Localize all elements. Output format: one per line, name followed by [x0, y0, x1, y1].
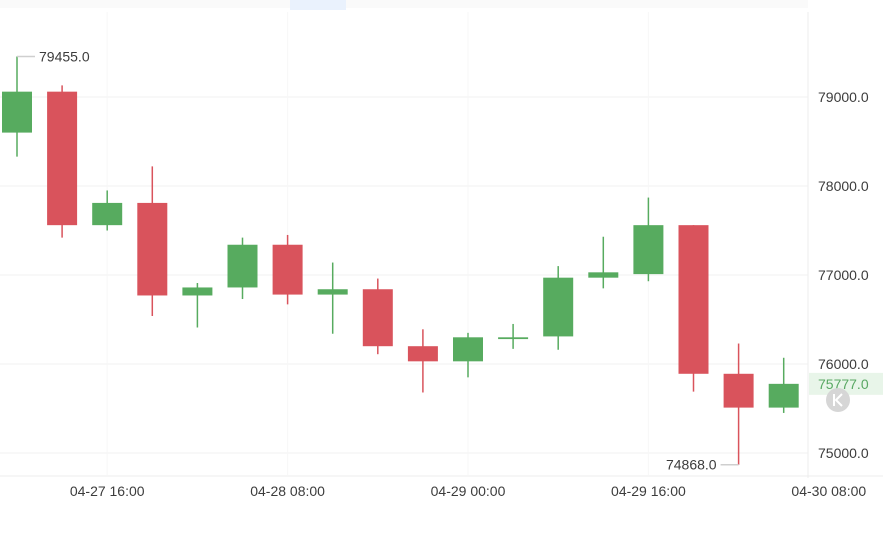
x-axis: 04-27 16:00 04-28 08:00 04-29 00:00 04-29 1…	[70, 483, 867, 499]
x-tick-label: 04-28 08:00	[250, 483, 325, 499]
candle[interactable]	[588, 236, 619, 289]
candle[interactable]	[633, 197, 664, 282]
candle-body	[137, 202, 168, 296]
candle-body	[543, 277, 574, 337]
candle[interactable]	[407, 329, 438, 393]
candle-body	[317, 289, 348, 295]
last-price-bg	[809, 372, 883, 395]
last-price-tag: 75777.0	[809, 372, 883, 395]
candle-body	[182, 287, 213, 296]
candles[interactable]	[2, 56, 799, 465]
candle-body	[588, 272, 619, 278]
high-marker-label: 79455.0	[39, 49, 90, 65]
candle-body	[633, 225, 664, 275]
chevron-double-left-icon	[833, 393, 843, 407]
candle[interactable]	[498, 323, 529, 349]
candle[interactable]	[317, 262, 348, 334]
candle-body	[272, 244, 303, 295]
candle-body	[453, 337, 483, 362]
candle-body	[498, 337, 529, 340]
candle[interactable]	[768, 357, 799, 413]
y-tick-label: 79000.0	[818, 89, 869, 105]
y-tick-label: 75000.0	[818, 445, 869, 461]
x-tick-label: 04-29 16:00	[611, 483, 686, 499]
last-price-label: 75777.0	[818, 376, 869, 392]
y-axis: 79000.0 78000.0 77000.0 76000.0 75000.0	[818, 89, 869, 461]
candle[interactable]	[227, 237, 258, 300]
candle[interactable]	[47, 85, 78, 238]
candle[interactable]	[92, 190, 123, 231]
selection-highlight	[290, 0, 346, 10]
extreme-markers: 79455.0 74868.0	[17, 49, 739, 473]
x-tick-label: 04-30 08:00	[791, 483, 866, 499]
grid-lines	[0, 12, 883, 478]
candle[interactable]	[723, 343, 754, 465]
candle[interactable]	[272, 234, 303, 305]
candle-body	[227, 244, 258, 288]
candle[interactable]	[453, 332, 483, 378]
candle[interactable]	[137, 166, 168, 316]
x-tick-label: 04-27 16:00	[70, 483, 145, 499]
low-marker-label: 74868.0	[666, 457, 717, 473]
candle[interactable]	[362, 278, 393, 355]
reset-view-button[interactable]	[826, 388, 850, 412]
x-tick-label: 04-29 00:00	[431, 483, 506, 499]
candle[interactable]	[182, 283, 213, 328]
candle-body	[362, 289, 393, 347]
y-tick-label: 76000.0	[818, 356, 869, 372]
y-tick-label: 77000.0	[818, 267, 869, 283]
y-tick-label: 78000.0	[818, 178, 869, 194]
candle-body	[92, 202, 123, 226]
candle-body	[47, 91, 78, 226]
reset-button-bg[interactable]	[826, 388, 850, 412]
top-strip	[0, 0, 808, 8]
candle-body	[723, 373, 754, 408]
candle-body	[2, 91, 32, 133]
candle-body	[407, 346, 438, 362]
candle[interactable]	[543, 266, 574, 350]
candle-body	[678, 225, 709, 374]
candle-body	[768, 383, 799, 408]
candle[interactable]	[2, 56, 32, 157]
candle[interactable]	[678, 225, 709, 392]
